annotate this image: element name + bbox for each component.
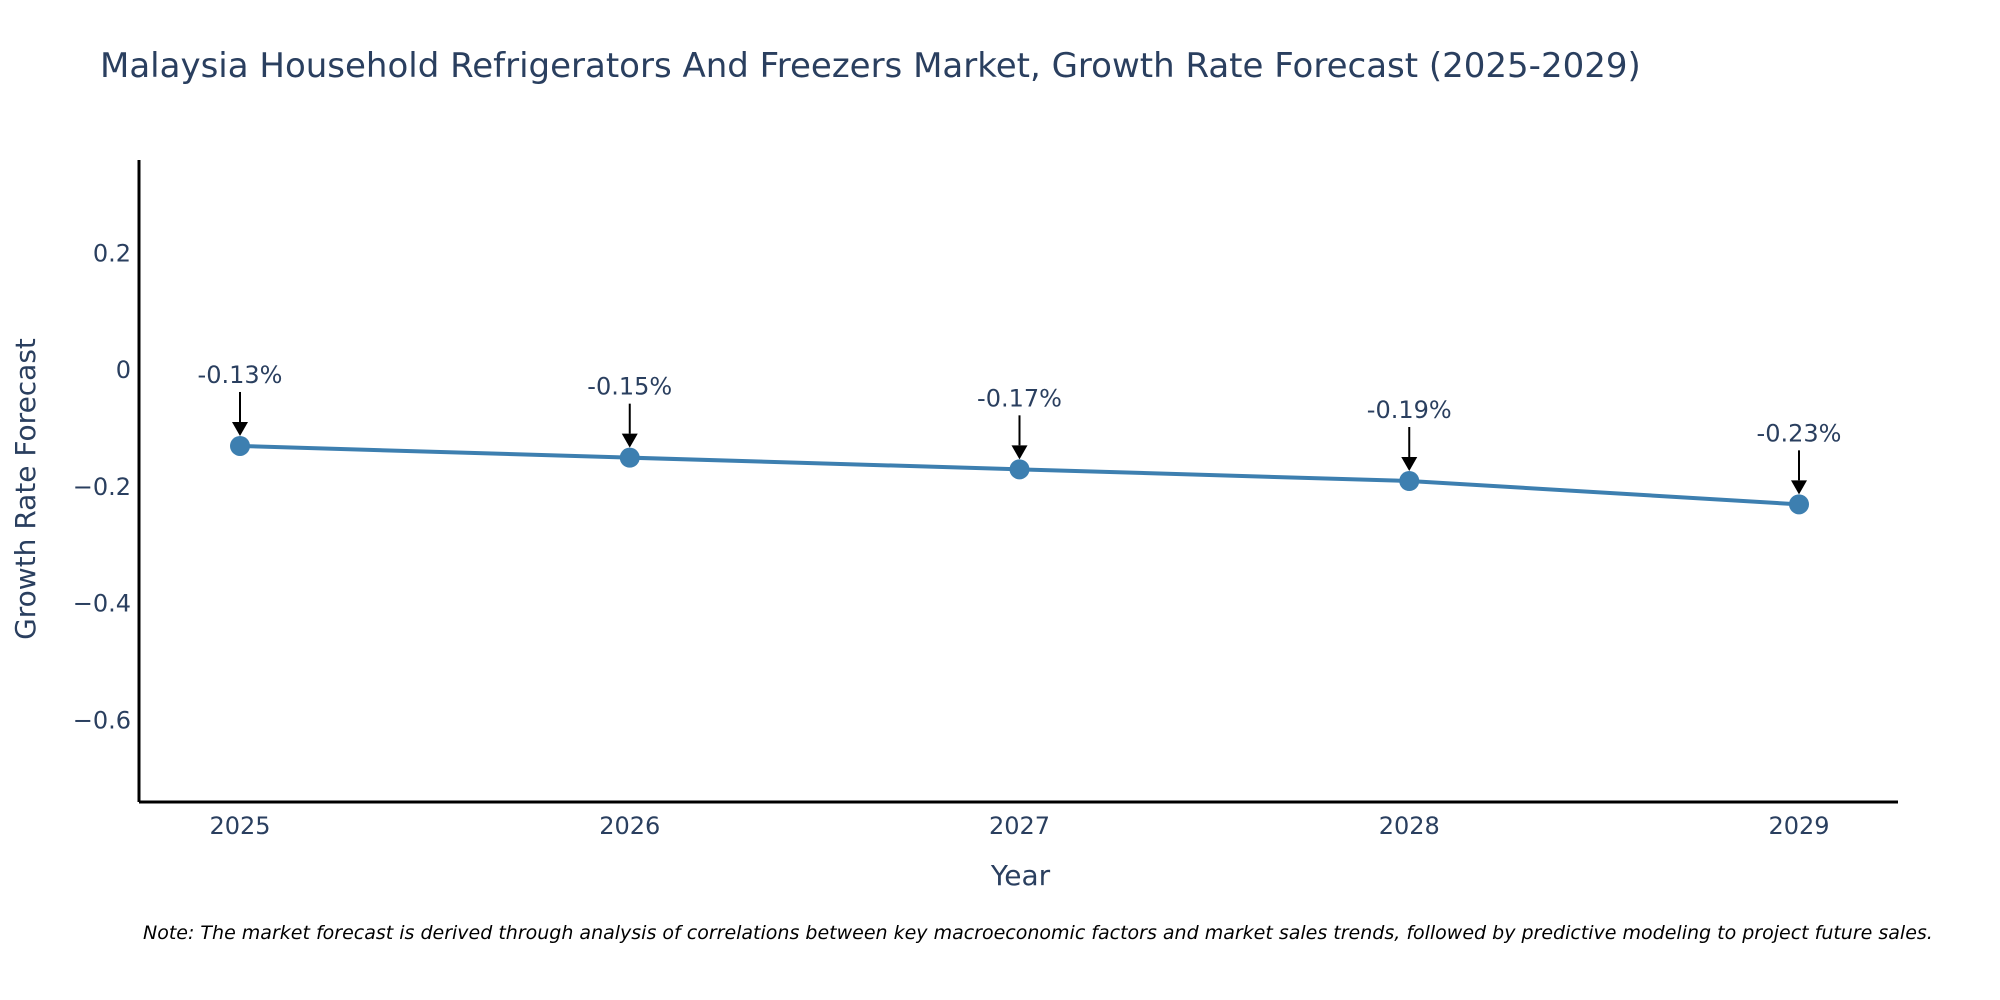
- data-label-2026: -0.15%: [587, 373, 672, 401]
- annotation-arrow-head: [232, 421, 248, 436]
- data-point-2027: [1009, 459, 1030, 480]
- y-tick-label: 0.2: [93, 239, 131, 267]
- y-axis-title: Growth Rate Forecast: [9, 338, 42, 640]
- axes: [137, 160, 1898, 804]
- chart-title: Malaysia Household Refrigerators And Fre…: [100, 46, 1641, 86]
- x-tick-label-2025: 2025: [209, 812, 270, 840]
- x-tick-label-2029: 2029: [1768, 812, 1829, 840]
- y-tick-label: −0.4: [73, 590, 131, 618]
- x-tick-label-2028: 2028: [1379, 812, 1440, 840]
- annotation-arrow-head: [1011, 445, 1028, 460]
- data-point-2029: [1789, 494, 1809, 515]
- data-point-2025: [230, 435, 250, 456]
- data-label-2027: -0.17%: [977, 384, 1062, 412]
- x-axis-title: Year: [990, 859, 1051, 892]
- y-tick-label: 0: [116, 356, 131, 384]
- annotation-arrow-head: [1791, 480, 1807, 495]
- data-label-2025: -0.13%: [198, 361, 283, 389]
- x-tick-labels: 2025 2026 2027 2028 2029: [209, 812, 1829, 840]
- annotation-arrow-head: [621, 433, 638, 448]
- data-point-2026: [619, 447, 640, 468]
- methodology-note: Note: The market forecast is derived thr…: [143, 922, 1933, 944]
- y-tick-label: −0.6: [73, 706, 131, 734]
- data-label-2029: -0.23%: [1757, 419, 1842, 447]
- series-growth-rate: [230, 435, 1809, 515]
- data-point-2028: [1399, 471, 1420, 491]
- y-tick-labels: 0.2 0 −0.2 −0.4 −0.6: [73, 239, 131, 734]
- annotation-arrow-head: [1401, 457, 1418, 471]
- y-tick-label: −0.2: [73, 473, 131, 501]
- data-label-2028: -0.19%: [1367, 396, 1452, 424]
- data-labels: -0.13% -0.15% -0.17% -0.19% -0.23%: [198, 361, 1842, 495]
- x-tick-label-2027: 2027: [989, 812, 1050, 840]
- x-tick-label-2026: 2026: [599, 812, 660, 840]
